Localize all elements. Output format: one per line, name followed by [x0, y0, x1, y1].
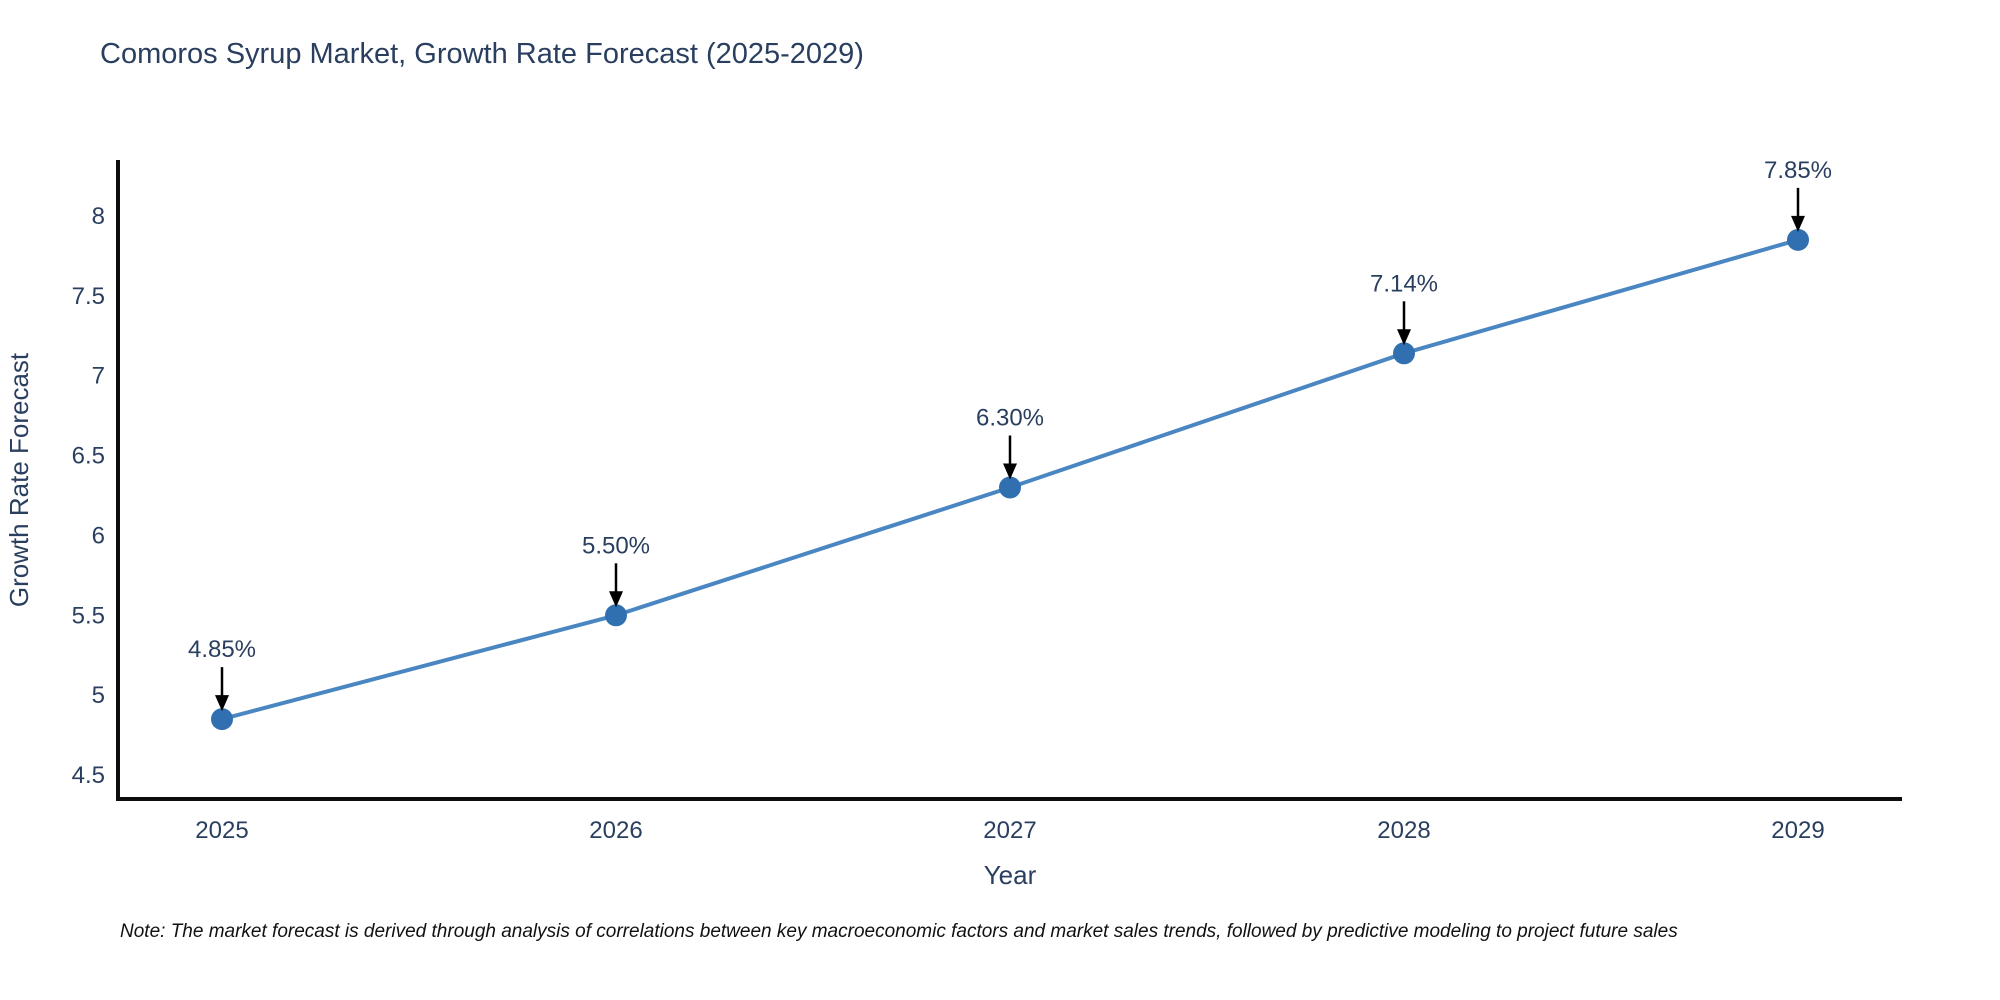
data-point-marker[interactable] — [211, 708, 233, 731]
chart-title: Comoros Syrup Market, Growth Rate Foreca… — [100, 38, 864, 70]
y-tick-label: 8 — [92, 203, 105, 230]
point-annotation-label: 5.50% — [582, 532, 650, 559]
annotation-arrowhead-icon — [1003, 463, 1017, 480]
x-tick-labels: 2025 2026 2027 2028 2029 — [195, 817, 1824, 844]
point-annotation-label: 6.30% — [976, 404, 1044, 431]
x-axis-title: Year — [984, 860, 1037, 890]
annotation-arrowhead-icon — [1791, 215, 1805, 232]
y-axis-title: Growth Rate Forecast — [4, 352, 34, 607]
y-tick-label: 7.5 — [72, 283, 105, 310]
annotation-arrowhead-icon — [215, 695, 229, 712]
footnote: Note: The market forecast is derived thr… — [120, 921, 1678, 942]
data-point-marker[interactable] — [999, 476, 1021, 499]
data-point-marker[interactable] — [1787, 228, 1809, 251]
x-tick-label: 2028 — [1377, 817, 1430, 844]
y-tick-labels: 4.5 5 5.5 6 6.5 7 7.5 8 — [72, 203, 105, 789]
x-tick-label: 2025 — [195, 817, 248, 844]
point-annotation-label: 7.85% — [1764, 157, 1832, 184]
series-markers — [211, 228, 1809, 731]
data-point-marker[interactable] — [605, 604, 627, 627]
annotation-arrowhead-icon — [1397, 329, 1411, 346]
x-tick-label: 2026 — [589, 817, 642, 844]
x-tick-label: 2029 — [1771, 817, 1824, 844]
y-tick-label: 5 — [92, 682, 105, 709]
point-annotation-label: 4.85% — [188, 636, 256, 663]
x-tick-label: 2027 — [983, 817, 1036, 844]
point-annotation-label: 7.14% — [1370, 270, 1438, 297]
y-tick-label: 4.5 — [72, 762, 105, 789]
annotations: 4.85% 5.50% 6.30% 7.14% 7.85% — [188, 157, 1832, 712]
annotation-arrowhead-icon — [609, 591, 623, 608]
y-tick-label: 6 — [92, 522, 105, 549]
y-tick-label: 5.5 — [72, 602, 105, 629]
data-point-marker[interactable] — [1393, 342, 1415, 365]
y-tick-label: 6.5 — [72, 443, 105, 470]
y-tick-label: 7 — [92, 363, 105, 390]
